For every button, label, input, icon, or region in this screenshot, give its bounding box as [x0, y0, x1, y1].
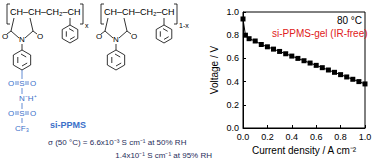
svg-text:0.8: 0.8	[226, 30, 239, 40]
svg-text:1.0: 1.0	[359, 132, 372, 142]
svg-text:0.6: 0.6	[310, 132, 323, 142]
svg-text:O: O	[30, 79, 36, 88]
svg-text:CH–CH–CH₂–CH: CH–CH–CH₂–CH	[104, 7, 175, 17]
svg-text:O: O	[8, 79, 14, 88]
svg-text:0.4: 0.4	[226, 77, 239, 87]
svg-text:Current density / A cm⁻²: Current density / A cm⁻²	[252, 145, 357, 156]
svg-text:N: N	[113, 35, 119, 44]
svg-text:O: O	[131, 32, 137, 41]
svg-text:O: O	[30, 109, 36, 118]
svg-text:CH–CH–CH₂–CH: CH–CH–CH₂–CH	[10, 7, 81, 17]
svg-text:O: O	[8, 109, 14, 118]
svg-text:0.2: 0.2	[226, 100, 239, 110]
svg-text:0.6: 0.6	[226, 53, 239, 63]
svg-text:80 °C: 80 °C	[337, 15, 362, 26]
svg-text:si-PPMS: si-PPMS	[50, 120, 86, 130]
svg-text:si-PPMS-gel (IR-free): si-PPMS-gel (IR-free)	[272, 28, 368, 39]
svg-text:0.4: 0.4	[286, 132, 299, 142]
svg-text:S: S	[19, 109, 24, 118]
svg-text:1.4x10⁻¹ S cm⁻¹ at 95% RH: 1.4x10⁻¹ S cm⁻¹ at 95% RH	[115, 151, 212, 160]
svg-text:CF₃: CF₃	[15, 124, 29, 133]
svg-text:O: O	[2, 32, 8, 41]
svg-text:0.2: 0.2	[261, 132, 274, 142]
svg-text:σ (50 °C) = 6.6x10⁻³ S cm⁻¹ at: σ (50 °C) = 6.6x10⁻³ S cm⁻¹ at 50% RH	[48, 138, 187, 147]
svg-text:1-x: 1-x	[179, 22, 189, 29]
svg-text:0.0: 0.0	[226, 123, 239, 133]
svg-text:x: x	[85, 22, 89, 29]
svg-text:O: O	[96, 32, 102, 41]
svg-text:Voltage / V: Voltage / V	[209, 45, 220, 94]
svg-text:0.0: 0.0	[237, 132, 250, 142]
svg-text:N⁻H⁺: N⁻H⁺	[19, 94, 37, 103]
svg-text:N: N	[19, 35, 25, 44]
svg-text:S: S	[19, 79, 24, 88]
svg-text:1.0: 1.0	[226, 7, 239, 17]
svg-text:0.8: 0.8	[334, 132, 347, 142]
svg-text:O: O	[37, 32, 43, 41]
